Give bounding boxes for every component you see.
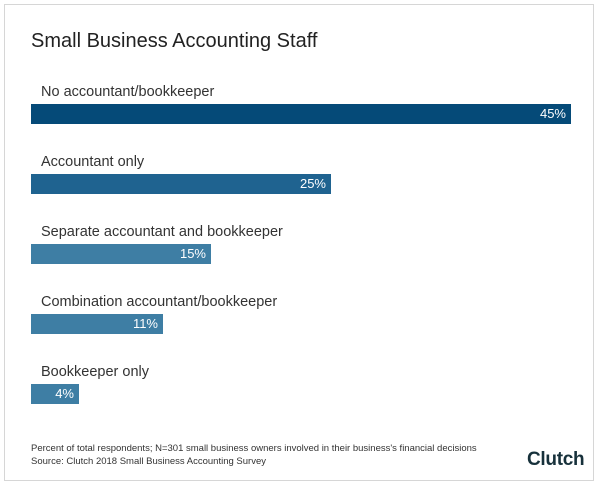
bar: 45% <box>31 104 571 124</box>
footnote-respondents: Percent of total respondents; N=301 smal… <box>31 443 477 454</box>
category-label: Combination accountant/bookkeeper <box>41 294 278 310</box>
clutch-logo-text: Clutch <box>527 449 585 470</box>
bar: 15% <box>31 244 211 264</box>
category-label: No accountant/bookkeeper <box>41 84 215 100</box>
chart-title: Small Business Accounting Staff <box>31 30 318 52</box>
bar-value-label: 45% <box>539 106 566 121</box>
bar: 25% <box>31 174 331 194</box>
bar-value-label: 25% <box>299 176 326 191</box>
chart-frame <box>4 4 594 481</box>
clutch-logo: Clutch <box>527 449 585 471</box>
category-label: Separate accountant and bookkeeper <box>41 224 283 240</box>
bar-value-label: 4% <box>55 386 74 401</box>
bar-value-label: 11% <box>132 316 158 331</box>
bar: 11% <box>31 314 163 334</box>
category-label: Bookkeeper only <box>41 364 150 380</box>
bar: 4% <box>31 384 79 404</box>
bar-value-label: 15% <box>179 246 206 261</box>
category-label: Accountant only <box>41 154 145 170</box>
footnote-source: Source: Clutch 2018 Small Business Accou… <box>31 456 266 467</box>
